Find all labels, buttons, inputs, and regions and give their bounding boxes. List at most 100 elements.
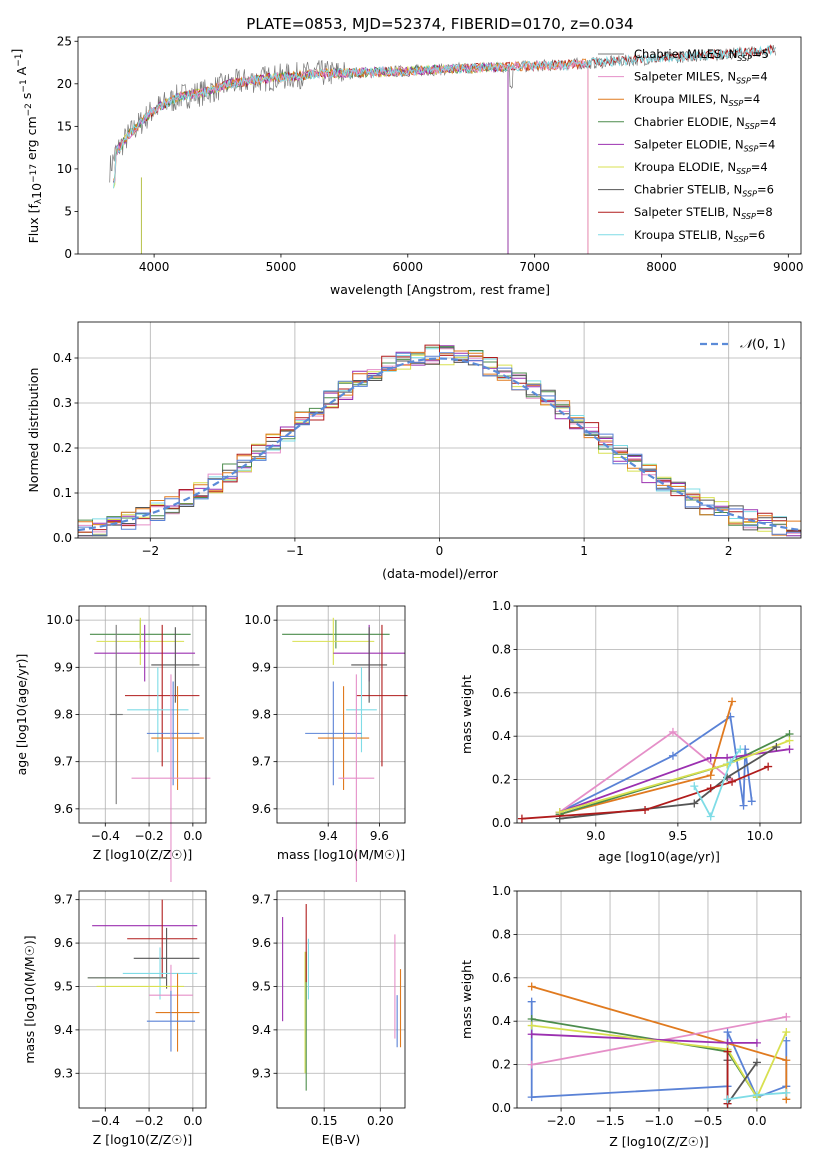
weight-line [559,748,790,813]
x-axis-label: Z [log10(Z/Z☉)] [609,1134,709,1149]
x-tick-label: 0.15 [311,1114,338,1128]
weight-point [747,797,756,806]
x-tick-label: −2.0 [546,1114,575,1128]
legend-label: Salpeter STELIB, NSSP=8 [634,205,773,221]
plot-area [89,617,211,882]
x-axis-label: mass [log10(M/M☉)] [277,847,405,862]
weight-point [785,736,794,745]
x-tick-label: −0.4 [91,1114,120,1128]
y-tick-label: 0.0 [53,531,72,545]
legend-label: Salpeter ELODIE, NSSP=4 [634,137,775,153]
weight-point [527,1021,536,1030]
x-tick-label: 9.4 [319,829,338,843]
x-axis-label: age [log10(age/yr)] [598,849,720,864]
spectrum-axes: 4000 5000 6000 7000 8000 9000 0 5 10 15 20 25 Chabri… [9,34,804,297]
weight-point [706,784,715,793]
x-tick-label: −0.4 [91,829,120,843]
y-tick-label: 0.4 [492,1014,511,1028]
y-axis-label: Normed distribution [26,368,41,493]
y-tick-label: 1.0 [492,599,511,613]
weight-vs-metallicity-axes: −2.0 −1.5 −1.0 −0.5 0.0 0.0 0.2 0.4 0.6 0.8 1.0 Z [… [459,884,802,1149]
x-tick-label: 0.0 [747,1114,766,1128]
x-tick-label: 1 [580,544,588,558]
axes-frame [516,605,802,824]
x-tick-label: 0 [436,544,444,558]
y-tick-label: 0.2 [492,1058,511,1072]
weight-point [668,751,677,760]
plot-area [87,899,200,1052]
y-tick-label: 9.8 [252,708,271,722]
y-axis-label: mass weight [459,960,474,1039]
age-vs-metallicity-axes: −0.4 −0.2 0.0 9.6 9.7 9.8 9.9 10.0 Z [log10(Z/Z☉… [14,605,211,882]
weight-point [764,762,773,771]
x-tick-label: 5000 [266,260,297,274]
y-tick-label: 9.9 [252,660,271,674]
y-tick-label: 9.4 [54,1023,73,1037]
legend-label: Chabrier ELODIE, NSSP=4 [634,115,776,131]
legend-label: Chabrier STELIB, NSSP=6 [634,183,774,199]
weight-point [752,1038,761,1047]
y-tick-label: 0.6 [492,971,511,985]
weight-point [517,814,526,823]
legend-label: Chabrier MILES, NSSP=5 [634,47,769,63]
axes-frame [276,605,406,824]
y-tick-label: 0.2 [53,441,72,455]
axes-frame [77,36,802,255]
plot-area [282,904,402,1091]
x-tick-label: 9.6 [370,829,389,843]
plot-area [282,617,408,882]
y-tick-label: 0.0 [492,1101,511,1115]
axes-frame [78,605,207,824]
x-tick-label: 7000 [519,260,550,274]
axes-frame [516,890,802,1109]
weight-point [782,1088,791,1097]
legend-label: Kroupa ELODIE, NSSP=4 [634,160,768,176]
weight-point [723,1047,732,1056]
legend-label: 𝒩(0, 1) [740,336,786,351]
plot-area [109,44,776,254]
weight-point [706,753,715,762]
x-tick-label: 0.0 [183,1114,202,1128]
histogram-axes: −2 −1 0 1 2 0.0 0.1 0.2 0.3 0.4 𝒩(0, 1) (data-model… [26,321,802,581]
weight-point [527,1060,536,1069]
y-tick-label: 15 [57,119,72,133]
x-tick-label: 9000 [773,260,804,274]
y-tick-label: 5 [64,204,72,218]
x-tick-label: 0.20 [367,1114,394,1128]
axes-frame [77,321,802,539]
y-tick-label: 9.5 [54,979,73,993]
weight-point [641,805,650,814]
mass-vs-ebv-axes: 0.15 0.20 9.3 9.4 9.5 9.6 9.7 E(B-V) [252,890,406,1147]
x-axis-label: Z [log10(Z/Z☉)] [93,1132,193,1147]
y-tick-label: 1.0 [492,884,511,898]
weight-point [668,727,677,736]
weight-point [706,812,715,821]
weight-point [739,801,748,810]
x-tick-label: 10.0 [747,829,774,843]
weight-point [728,697,737,706]
y-tick-label: 9.6 [54,802,73,816]
y-axis-label: age [log10(age/yr)] [14,654,29,776]
y-tick-label: 0.1 [53,486,72,500]
weight-point [782,1036,791,1045]
mass-vs-metallicity-axes: −0.4 −0.2 0.0 9.3 9.4 9.5 9.6 9.7 Z [log10(Z/Z☉)… [22,890,207,1147]
y-tick-label: 0.4 [492,729,511,743]
age-vs-mass-axes: 9.4 9.6 9.6 9.7 9.8 9.9 10.0 mass [log10(M/M☉)] [244,605,408,882]
y-tick-label: 9.3 [252,1066,271,1080]
x-axis-label: Z [log10(Z/Z☉)] [93,847,193,862]
weight-point [723,1028,732,1037]
y-tick-label: 9.6 [252,936,271,950]
y-tick-label: 9.8 [54,708,73,722]
y-tick-label: 10.0 [46,613,73,627]
weight-point [785,745,794,754]
weight-point [782,1056,791,1065]
y-tick-label: 0 [64,247,72,261]
histogram-salpeter-stelib [78,344,801,533]
weight-point [690,782,699,791]
y-tick-label: 20 [57,77,72,91]
y-tick-label: 0.8 [492,927,511,941]
y-tick-label: 10 [57,162,72,176]
y-tick-label: 25 [57,34,72,48]
x-tick-label: −0.5 [693,1114,722,1128]
y-tick-label: 0.0 [492,816,511,830]
